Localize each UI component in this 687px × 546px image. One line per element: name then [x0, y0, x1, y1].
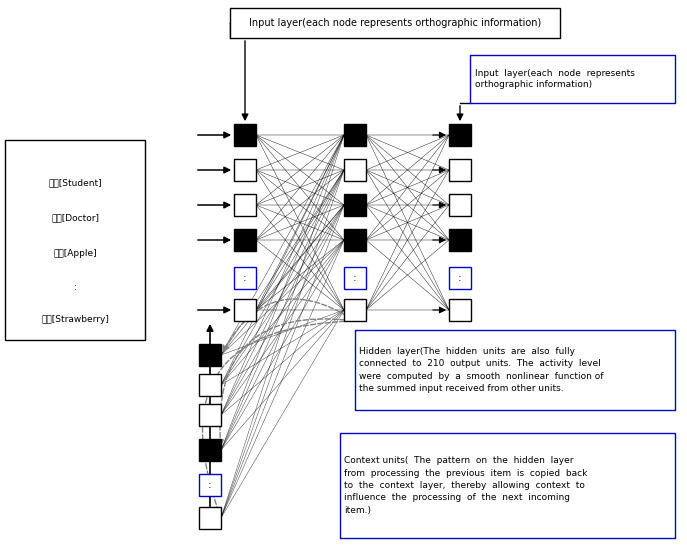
Bar — [344, 229, 366, 251]
Bar — [234, 299, 256, 321]
Bar — [234, 124, 256, 146]
Text: :: : — [458, 273, 462, 283]
Text: :: : — [353, 273, 357, 283]
Bar — [355, 330, 675, 410]
Bar — [344, 159, 366, 181]
Bar — [449, 267, 471, 289]
Text: Context units(  The  pattern  on  the  hidden  layer
from  processing  the  prev: Context units( The pattern on the hidden… — [344, 456, 587, 515]
Text: :: : — [74, 283, 76, 293]
Bar — [199, 474, 221, 496]
Bar — [230, 8, 560, 38]
Text: 딸기[Strawberry]: 딸기[Strawberry] — [41, 316, 109, 324]
Text: 학생[Student]: 학생[Student] — [48, 179, 102, 187]
Text: Input layer(each node represents orthographic information): Input layer(each node represents orthogr… — [249, 18, 541, 28]
Bar — [470, 55, 675, 103]
Text: Input  layer(each  node  represents
orthographic information): Input layer(each node represents orthogr… — [475, 69, 635, 88]
Bar — [5, 140, 145, 340]
Bar — [199, 507, 221, 529]
Text: Hidden  layer(The  hidden  units  are  also  fully
connected  to  210  output  u: Hidden layer(The hidden units are also f… — [359, 347, 603, 393]
Bar — [449, 159, 471, 181]
Bar — [344, 124, 366, 146]
Bar — [199, 344, 221, 366]
Bar — [449, 124, 471, 146]
Text: 의사[Doctor]: 의사[Doctor] — [51, 213, 99, 223]
Text: :: : — [243, 273, 247, 283]
Bar — [344, 299, 366, 321]
Bar — [449, 194, 471, 216]
Bar — [449, 229, 471, 251]
Text: :: : — [208, 480, 212, 490]
Bar — [340, 433, 675, 538]
Bar — [234, 267, 256, 289]
Bar — [344, 194, 366, 216]
Bar — [199, 404, 221, 426]
Bar — [234, 194, 256, 216]
Bar — [344, 267, 366, 289]
Bar — [199, 374, 221, 396]
Bar — [199, 439, 221, 461]
Bar — [234, 229, 256, 251]
Bar — [449, 299, 471, 321]
Bar — [234, 159, 256, 181]
Text: 사과[Apple]: 사과[Apple] — [53, 248, 97, 258]
